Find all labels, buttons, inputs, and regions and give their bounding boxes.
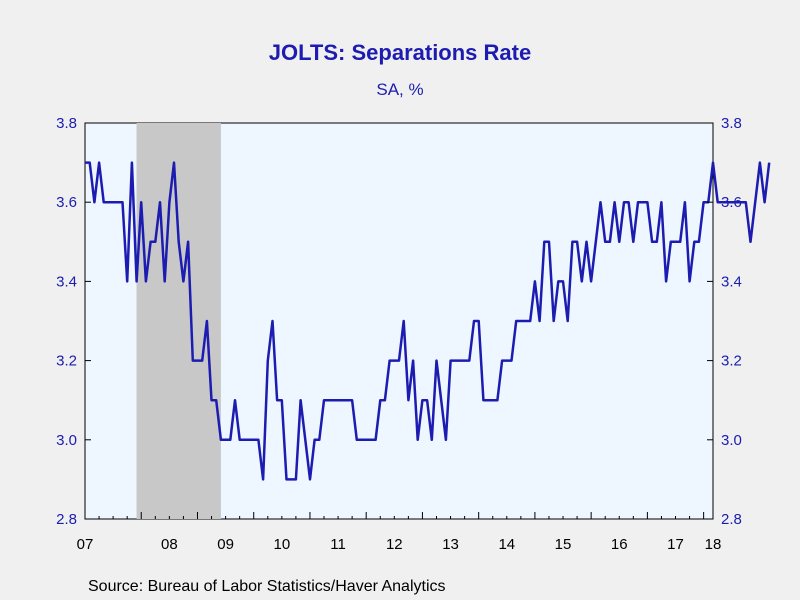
x-tick-label: 12 <box>386 536 403 553</box>
chart-subtitle: SA, % <box>376 80 424 99</box>
y-tick-label-right: 3.8 <box>721 115 742 132</box>
y-tick-label-right: 3.2 <box>721 353 742 370</box>
chart-title: JOLTS: Separations Rate <box>268 40 532 65</box>
y-tick-label-right: 3.4 <box>721 273 742 290</box>
y-tick-label-left: 2.8 <box>56 511 77 528</box>
x-tick-label: 15 <box>555 536 572 553</box>
x-tick-label: 16 <box>611 536 628 553</box>
y-tick-label-right: 3.0 <box>721 432 742 449</box>
x-tick-label: 14 <box>498 536 515 553</box>
x-tick-label: 09 <box>217 536 234 553</box>
x-tick-label: 07 <box>77 536 94 553</box>
x-tick-label: 18 <box>705 536 722 553</box>
y-tick-label-right: 2.8 <box>721 511 742 528</box>
recession-shading <box>136 123 221 519</box>
x-tick-label: 11 <box>330 536 346 553</box>
x-tick-label: 08 <box>161 536 178 553</box>
y-tick-label-left: 3.0 <box>56 432 77 449</box>
x-tick-label: 17 <box>667 536 684 553</box>
y-tick-label-left: 3.4 <box>56 273 77 290</box>
series-line <box>85 161 771 481</box>
y-tick-label-left: 3.8 <box>56 115 77 132</box>
x-tick-label: 10 <box>273 536 290 553</box>
y-tick-label-right: 3.6 <box>721 194 742 211</box>
y-tick-label-left: 3.6 <box>56 194 77 211</box>
source-note: Source: Bureau of Labor Statistics/Haver… <box>88 578 446 595</box>
y-tick-label-left: 3.2 <box>56 353 77 370</box>
x-tick-label: 13 <box>442 536 459 553</box>
